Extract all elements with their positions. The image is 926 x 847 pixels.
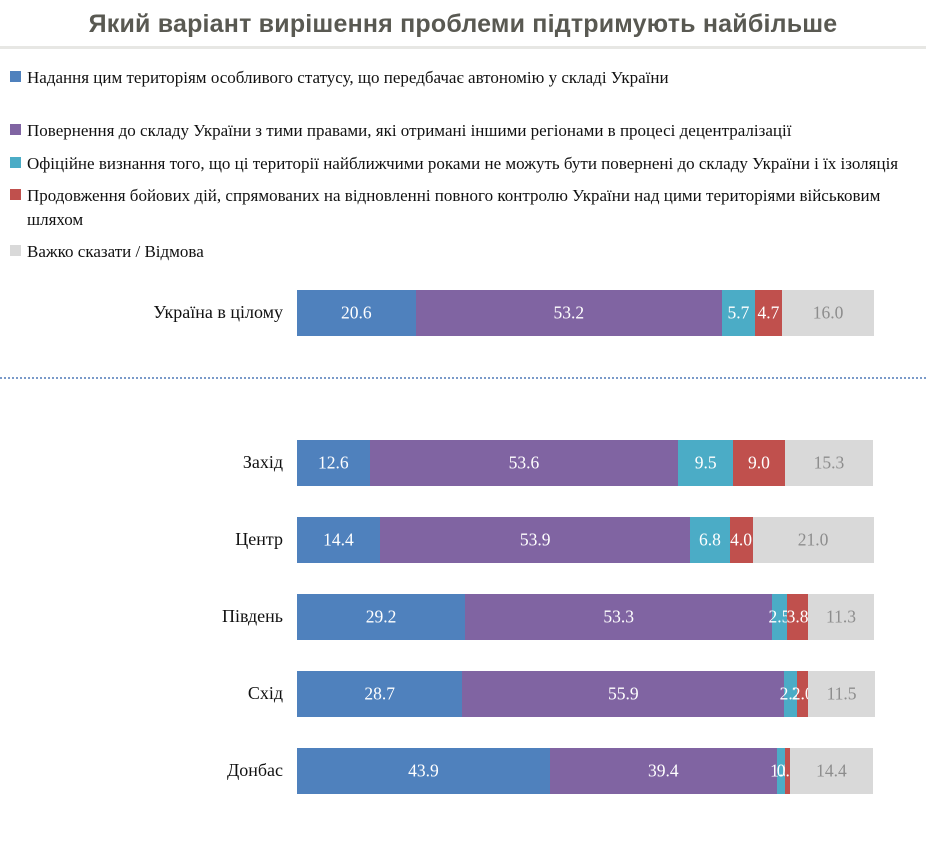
bar-segment: 15.3 — [784, 439, 873, 486]
bar-segment: 53.2 — [415, 289, 723, 336]
region-rows: Захід 12.6 53.6 9.5 9.0 15.3 Центр 14.4 53.9 6.8 4… — [0, 439, 926, 794]
bar-segment: 53.3 — [465, 593, 773, 640]
category-label: Центр — [235, 529, 283, 550]
segment-value: 12.6 — [317, 452, 349, 473]
legend: Надання цим територіям особливого статус… — [0, 66, 926, 264]
title-divider — [0, 46, 926, 49]
stacked-bar: 14.4 53.9 6.8 4.0 21.0 — [297, 516, 874, 563]
bar-segment: 53.9 — [379, 516, 691, 563]
chart-title: Який варіант вирішення проблеми підтриму… — [88, 10, 838, 38]
legend-swatch-icon — [10, 124, 21, 136]
segment-value: 16.0 — [812, 302, 844, 323]
legend-label: Продовження бойових дій, спрямованих на … — [27, 186, 881, 229]
stacked-bar: 12.6 53.6 9.5 9.0 15.3 — [297, 439, 873, 486]
category-label: Південь — [221, 606, 283, 627]
category-label: Україна в цілому — [153, 302, 283, 323]
chart-area: Україна в цілому 20.6 53.2 5.7 4.7 16.0 Захід… — [0, 289, 926, 794]
legend-item: Продовження бойових дій, спрямованих на … — [10, 184, 914, 231]
bar-segment: 2.2 — [780, 670, 802, 717]
bar-segment: 4.0 — [729, 516, 753, 563]
bar-segment: 4.7 — [754, 289, 782, 336]
segment-value: 9.5 — [694, 452, 717, 473]
dotted-separator — [0, 376, 926, 379]
bar-row: Захід 12.6 53.6 9.5 9.0 15.3 — [0, 439, 926, 486]
bar-segment: 6.8 — [690, 516, 730, 563]
legend-label: Надання цим територіям особливого статус… — [27, 68, 669, 87]
bar-segment: 39.4 — [549, 747, 777, 794]
segment-value: 6.8 — [699, 529, 721, 550]
segment-value: 53.3 — [603, 606, 634, 627]
bar-row: Україна в цілому 20.6 53.2 5.7 4.7 16.0 — [0, 289, 926, 336]
category-label: Схід — [247, 683, 283, 704]
segment-value: 55.9 — [607, 683, 639, 704]
segment-value: 2.0 — [791, 683, 814, 704]
bar-segment: 29.2 — [297, 593, 466, 640]
legend-item: Важко сказати / Відмова — [10, 240, 914, 263]
segment-value: 5.7 — [727, 302, 750, 323]
bar-row: Схід 28.7 55.9 2.2 2.0 11.5 — [0, 670, 926, 717]
segment-value: 53.9 — [519, 529, 551, 550]
bar-segment: 3.8 — [786, 593, 809, 640]
overall-row-slot: Україна в цілому 20.6 53.2 5.7 4.7 16.0 — [0, 289, 926, 336]
bar-row: Південь 29.2 53.3 2.5 3.8 11.3 — [0, 593, 926, 640]
segment-value: 28.7 — [364, 683, 395, 704]
segment-value: 2.5 — [768, 606, 791, 627]
bar-segment: 9.5 — [678, 439, 734, 486]
segment-value: 3.8 — [786, 606, 809, 627]
legend-swatch-icon — [10, 189, 21, 201]
segment-value: 9.0 — [747, 452, 770, 473]
bar-segment: 12.6 — [297, 439, 370, 486]
bar-row: Донбас 43.9 39.4 1.5 0.8 14.4 — [0, 747, 926, 794]
bar-segment: 53.6 — [369, 439, 679, 486]
segment-value: 14.4 — [323, 529, 354, 550]
category-label: Донбас — [226, 760, 283, 781]
legend-swatch-icon — [10, 245, 21, 257]
segment-value: 21.0 — [797, 529, 829, 550]
segment-value: 20.6 — [341, 302, 372, 323]
bar-segment: 14.4 — [297, 516, 380, 563]
bar-segment: 11.5 — [808, 670, 875, 717]
bar-segment: 21.0 — [752, 516, 874, 563]
legend-swatch-icon — [10, 71, 21, 82]
legend-item: Офіційне визнання того, що ці території … — [10, 152, 914, 175]
segment-value: 11.3 — [825, 606, 856, 627]
stacked-bar: 20.6 53.2 5.7 4.7 16.0 — [297, 289, 875, 336]
bar-segment: 16.0 — [781, 289, 875, 336]
bar-segment: 20.6 — [297, 289, 416, 336]
bar-segment: 28.7 — [297, 670, 463, 717]
stacked-bar: 28.7 55.9 2.2 2.0 11.5 — [297, 670, 875, 717]
bar-segment: 2.0 — [792, 670, 814, 717]
segment-value: 2.2 — [779, 683, 802, 704]
segment-value: 15.3 — [813, 452, 845, 473]
segment-value: 39.4 — [648, 760, 679, 781]
segment-value: 4.0 — [730, 529, 752, 550]
segment-value: 53.6 — [508, 452, 540, 473]
bar-segment: 11.3 — [808, 593, 874, 640]
stacked-bar: 29.2 53.3 2.5 3.8 11.3 — [297, 593, 874, 640]
legend-item: Надання цим територіям особливого статус… — [10, 66, 914, 89]
legend-item: Повернення до складу України з тими прав… — [10, 119, 914, 142]
bar-segment: 14.4 — [790, 747, 873, 794]
stacked-bar: 43.9 39.4 1.5 0.8 14.4 — [297, 747, 873, 794]
bar-segment: 55.9 — [462, 670, 785, 717]
category-label: Захід — [242, 452, 283, 473]
segment-value: 14.4 — [816, 760, 847, 781]
segment-value: 53.2 — [553, 302, 585, 323]
legend-label: Офіційне визнання того, що ці території … — [27, 153, 899, 173]
segment-value: 11.5 — [826, 683, 857, 704]
bar-segment: 9.0 — [733, 439, 785, 486]
segment-value: 29.2 — [365, 606, 397, 627]
legend-label: Повернення до складу України з тими прав… — [27, 121, 792, 141]
segment-value: 4.7 — [757, 302, 780, 323]
bar-row: Центр 14.4 53.9 6.8 4.0 21.0 — [0, 516, 926, 563]
legend-swatch-icon — [10, 156, 21, 168]
segment-value: 43.9 — [408, 760, 439, 781]
bar-segment: 43.9 — [297, 747, 550, 794]
bar-segment: 2.5 — [768, 593, 790, 640]
legend-label: Важко сказати / Відмова — [27, 242, 204, 262]
bar-segment: 5.7 — [722, 289, 755, 336]
